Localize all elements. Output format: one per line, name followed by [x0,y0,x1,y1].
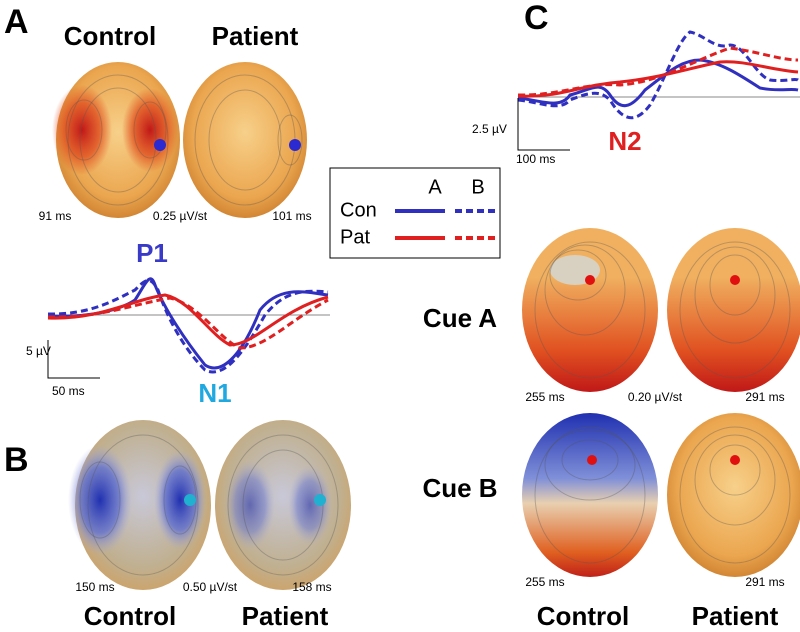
scale-bar [47,340,100,379]
head-title: Patient [212,21,299,51]
row-label: Cue B [422,473,497,503]
peak-label: N1 [198,378,231,408]
latency: 291 ms [745,390,784,404]
legend-row: Con [340,199,377,221]
legend: A B Con Pat [329,167,501,259]
latency: 255 ms [525,575,564,589]
head-map [522,228,658,392]
waveform [517,30,800,119]
head-map [183,62,307,218]
head-map [522,413,658,577]
latency: 91 ms [39,209,72,223]
head-map [52,62,180,218]
panel-label: B [4,441,29,479]
latency: 158 ms [292,580,331,594]
latency: 255 ms [525,390,564,404]
head-title: Control [84,601,176,631]
legend-row: Pat [340,226,370,248]
head-title: Control [537,601,629,631]
head-map [215,420,351,590]
x-scale: 100 ms [516,152,555,166]
panel-label: C [524,0,549,37]
peak-label: N2 [608,126,641,156]
row-label: Cue A [423,303,497,333]
head-title: Patient [242,601,329,631]
head-map [667,413,800,577]
y-scale: 5 µV [26,344,51,358]
head-title: Control [64,21,156,51]
latency: 291 ms [745,575,784,589]
scale: 0.20 µV/st [628,390,683,404]
panel-label: A [4,3,29,41]
scale: 0.50 µV/st [183,580,238,594]
head-title: Patient [692,601,779,631]
peak-label: P1 [136,238,168,268]
latency: 101 ms [272,209,311,223]
scale-bar [517,98,570,151]
legend-col: B [471,176,484,198]
y-scale: 2.5 µV [472,122,507,136]
x-scale: 50 ms [52,384,85,398]
legend-col: A [428,176,442,198]
head-map [667,228,800,392]
latency: 150 ms [75,580,114,594]
head-map [68,420,211,590]
scale: 0.25 µV/st [153,209,208,223]
waveform [47,277,330,374]
